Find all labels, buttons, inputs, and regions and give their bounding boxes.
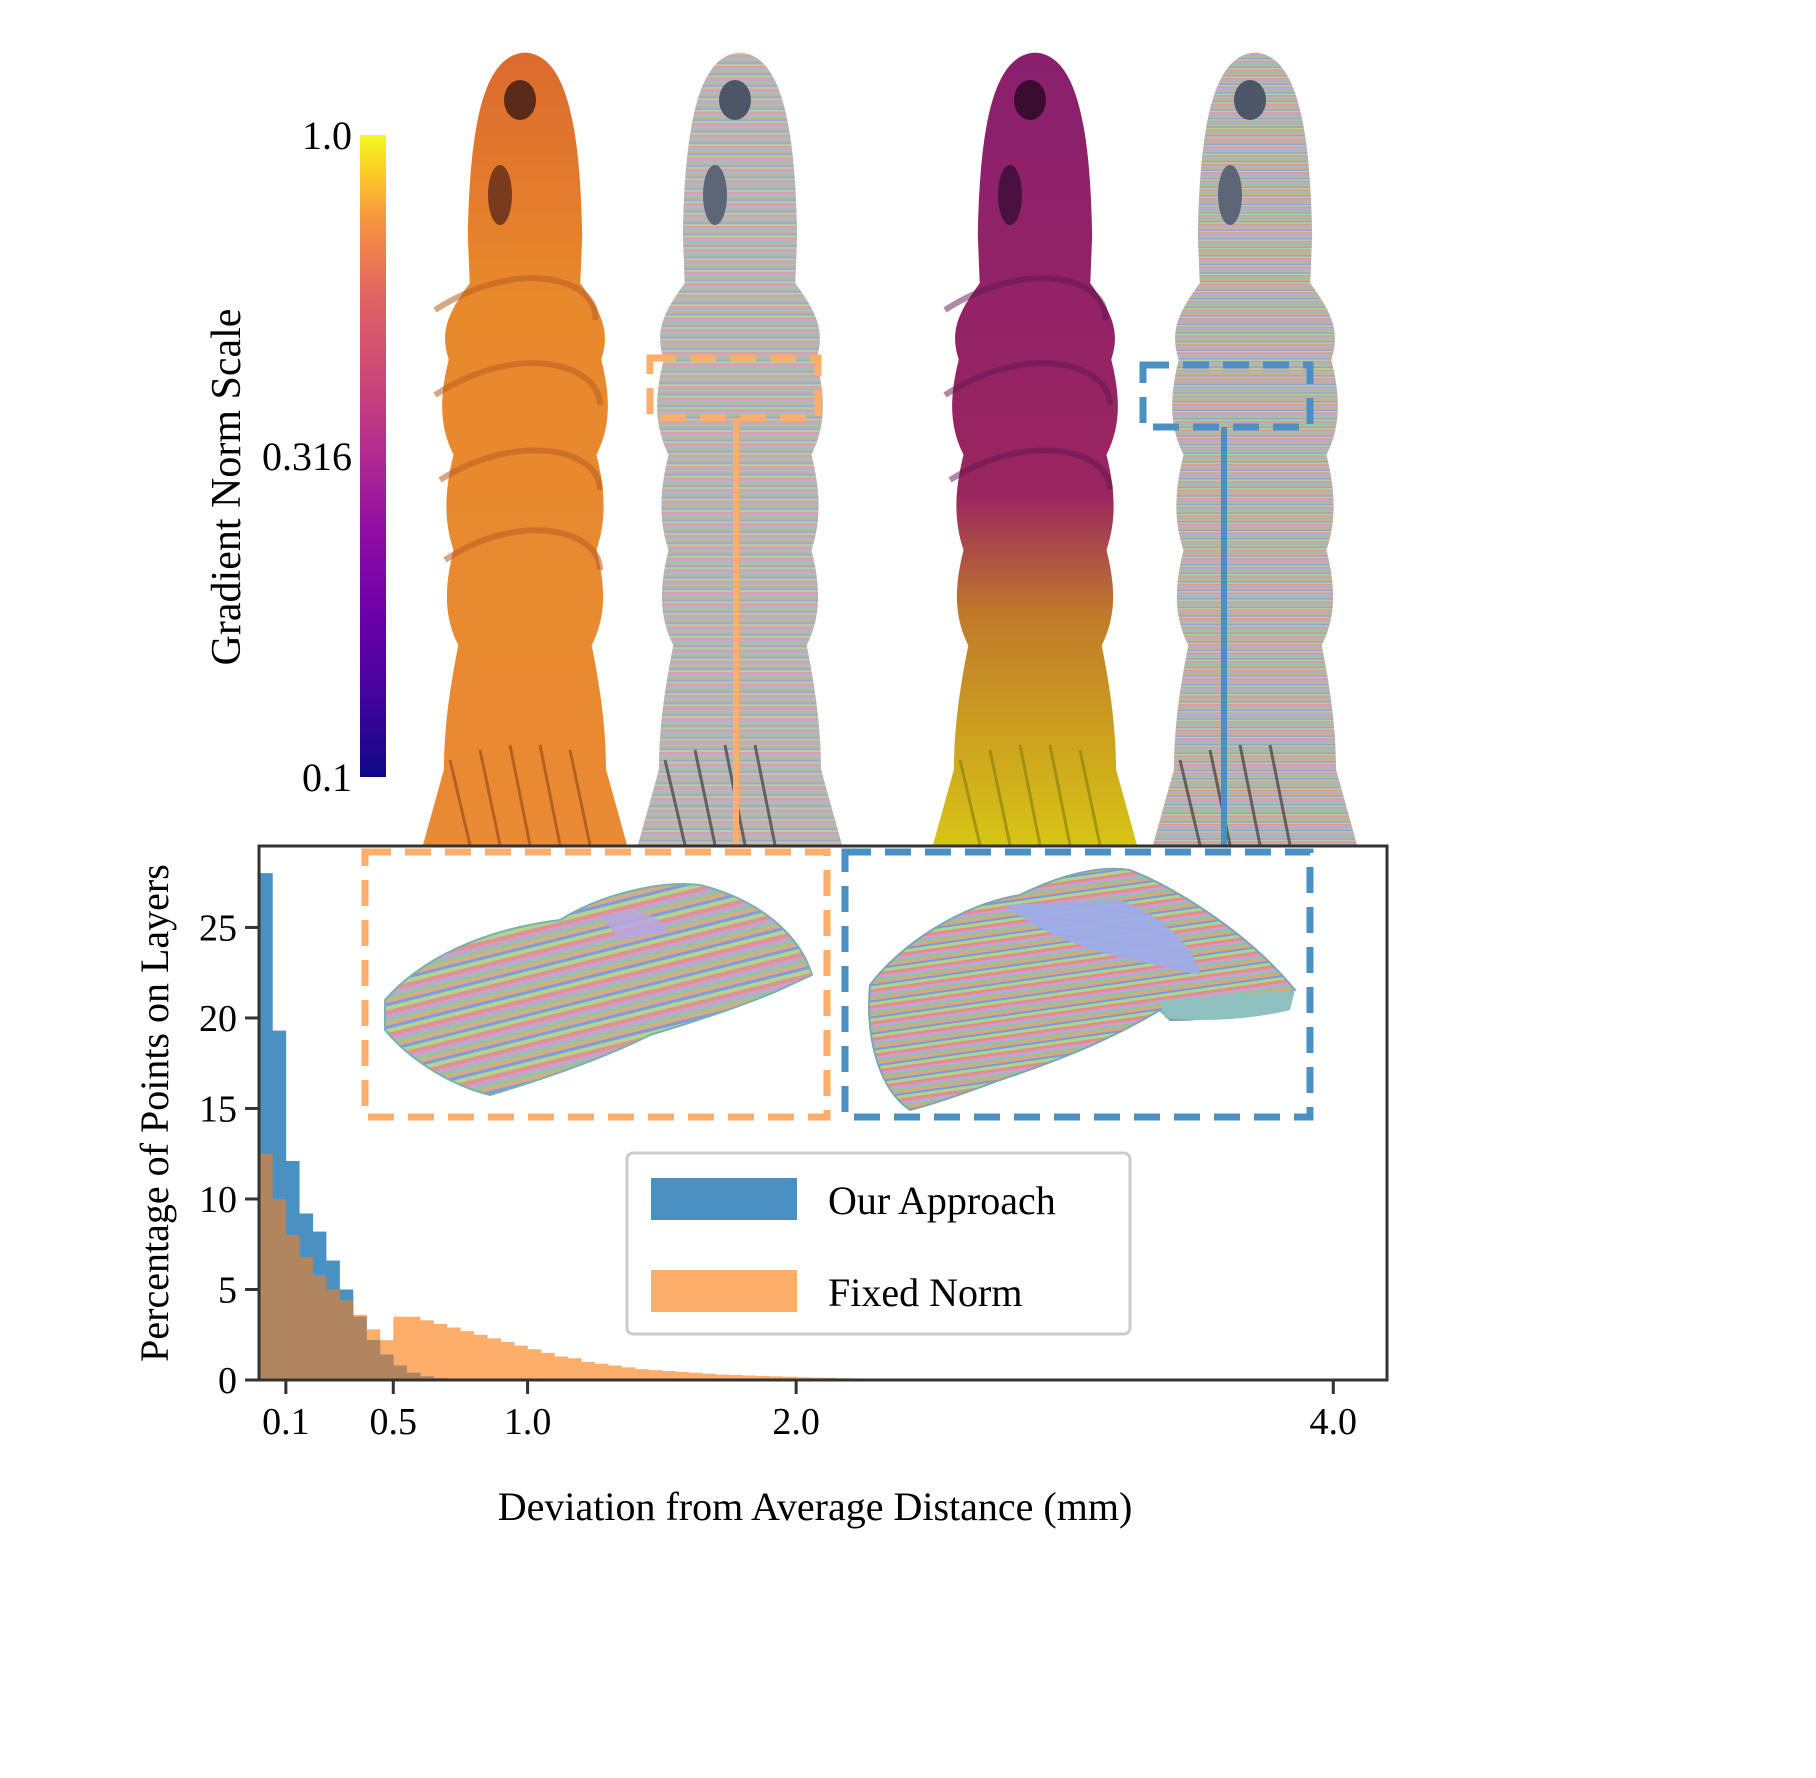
colorbar-gradient [360,135,386,777]
our-approach-zoom-callout-box [1139,361,1314,431]
fixed-norm-bar [769,1376,784,1380]
colorbar-tick-label: 1.0 [302,113,352,158]
fixed-norm-inset [384,883,814,1097]
overlap-bar [339,1300,354,1380]
fixed-norm-bar [473,1334,488,1380]
fixed-norm-bar [447,1327,461,1380]
fixed-norm-bar [715,1374,730,1380]
histogram-chart: 0.1 0.5 1.0 2.0 4.0 0 5 10 15 20 25 Deviation fro… [132,844,1389,1529]
fixed-norm-bar [487,1338,502,1380]
overlap-bar [326,1289,340,1380]
x-tick-label: 4.0 [1310,1401,1358,1443]
overlap-bar [420,1376,434,1380]
colorbar-tick-label: 0.1 [302,755,352,800]
legend: Our Approach Fixed Norm [625,1151,1132,1336]
overlap-bar [366,1340,381,1380]
x-tick-label: 0.1 [262,1401,310,1443]
fixed-norm-bar [567,1358,582,1380]
x-tick-label: 0.5 [370,1401,418,1443]
fixed-norm-bar [541,1352,555,1380]
fixed-norm-bar [661,1370,676,1380]
fixed-norm-bar [514,1345,528,1380]
our-approach-inset [868,867,1297,1112]
render-fixed-norm-gradient [930,52,1140,855]
x-tick-label: 1.0 [504,1401,552,1443]
y-tick-label: 15 [199,1088,237,1130]
y-tick-label: 20 [199,998,237,1040]
overlap-bar [272,1198,287,1380]
fixed-norm-bar [433,1323,448,1380]
fixed-norm-bar [554,1356,569,1380]
colorbar-tick-label: 0.316 [262,434,352,479]
fixed-norm-bar [648,1370,663,1380]
render-our-approach-layers [635,52,845,855]
fixed-norm-bar [782,1376,797,1380]
fixed-norm-bar [688,1372,703,1380]
overlap-bars [259,1153,475,1380]
overlap-bar [259,1153,273,1380]
y-tick-label: 25 [199,907,237,949]
y-tick-label: 5 [218,1269,237,1311]
fixed-norm-bar [420,1320,434,1380]
fixed-norm-bar [702,1373,716,1380]
overlap-bar [406,1372,421,1380]
x-tick-label: 2.0 [772,1401,820,1443]
colorbar-label: Gradient Norm Scale [204,309,250,666]
fixed-norm-bar [729,1374,743,1380]
fixed-norm-bar [594,1363,609,1380]
overlap-bar [299,1256,314,1380]
fixed-norm-bar [608,1365,622,1380]
fixed-norm-bar [635,1369,649,1380]
legend-swatch-our-approach [651,1178,797,1220]
y-tick-label: 10 [199,1179,237,1221]
legend-label-fixed-norm: Fixed Norm [828,1270,1022,1315]
render-fixed-norm-layers [1150,52,1360,855]
fixed-norm-bar [406,1316,421,1380]
overlap-bar [393,1365,408,1380]
fixed-norm-zoom-callout-box [646,354,822,422]
fixed-norm-bar [527,1349,542,1380]
fixed-norm-bar [500,1341,515,1380]
fixed-norm-bar [755,1376,770,1380]
render-our-approach-gradient [420,52,630,855]
legend-label-our-approach: Our Approach [828,1178,1056,1223]
fixed-norm-inset-box [361,848,831,1121]
overlap-bar [312,1275,327,1380]
overlap-bar [353,1316,367,1380]
fixed-norm-bar [675,1371,690,1380]
x-axis-label: Deviation from Average Distance (mm) [498,1484,1133,1529]
fixed-norm-bar [460,1331,475,1380]
fixed-norm-bar [393,1316,408,1380]
fixed-norm-bar [621,1367,636,1380]
overlap-bar [379,1354,394,1380]
fixed-norm-bar [581,1361,596,1380]
y-axis-label: Percentage of Points on Layers [132,864,177,1362]
our-approach-inset-box [841,848,1314,1121]
colorbar: 1.0 0.316 0.1 Gradient Norm Scale [204,113,386,800]
fixed-norm-bar [742,1375,757,1380]
overlap-bar [285,1235,300,1380]
axes-frame [257,844,1389,1382]
y-tick-label: 0 [218,1360,237,1402]
legend-swatch-fixed-norm [651,1270,797,1312]
